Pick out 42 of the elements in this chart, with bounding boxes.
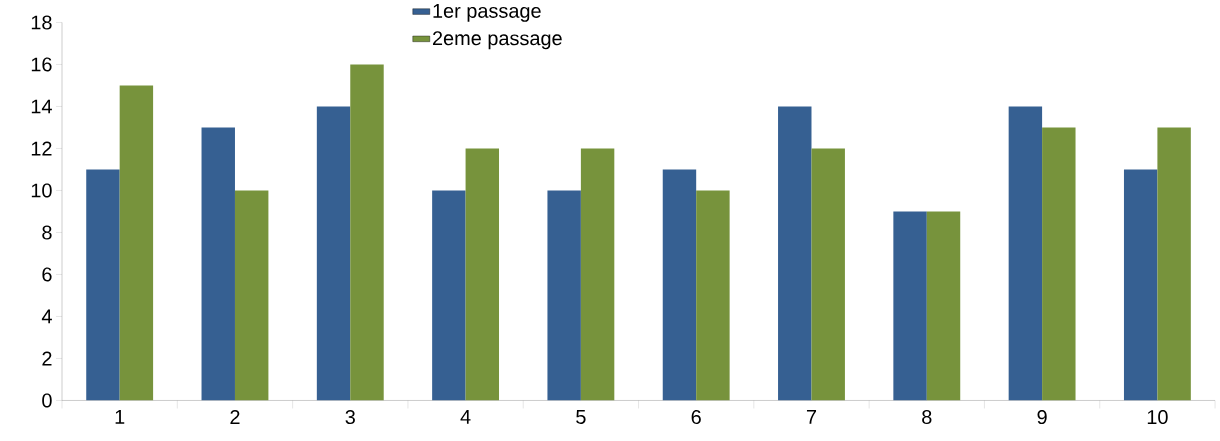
bar — [1123, 169, 1158, 401]
y-tick-label: 6 — [42, 267, 52, 282]
y-tick-label: 14 — [31, 99, 52, 114]
x-tick-label: 10 — [1147, 409, 1168, 424]
bar — [1008, 106, 1043, 401]
bar — [234, 190, 269, 401]
y-tick-label: 18 — [31, 15, 52, 30]
bar — [1157, 127, 1191, 401]
bar — [432, 190, 466, 401]
bar — [86, 169, 120, 401]
x-tick-label: 7 — [806, 409, 817, 424]
bar — [811, 148, 845, 401]
x-tick-label: 1 — [115, 409, 125, 424]
legend-label: 2eme passage — [432, 30, 562, 49]
y-tick-label: 8 — [42, 225, 52, 240]
bar — [316, 106, 351, 401]
y-tick-label: 4 — [41, 309, 52, 324]
x-tick-label: 5 — [576, 409, 586, 424]
bar — [1042, 127, 1076, 401]
bar — [580, 148, 615, 401]
bar — [778, 106, 812, 401]
x-tick-label: 6 — [691, 409, 701, 424]
x-tick-label: 2 — [230, 409, 240, 424]
bar — [119, 85, 154, 401]
bar — [547, 190, 581, 401]
y-tick-label: 16 — [31, 57, 52, 72]
bar — [926, 211, 961, 401]
bar — [350, 64, 384, 401]
y-tick-label: 12 — [31, 141, 52, 156]
x-tick-label: 3 — [345, 409, 355, 424]
bar — [662, 169, 697, 401]
x-tick-label: 4 — [460, 409, 471, 424]
legend-label: 1er passage — [433, 3, 541, 22]
x-tick-label: 9 — [1037, 409, 1047, 424]
y-tick-label: 0 — [42, 393, 52, 408]
bar — [465, 148, 500, 401]
bar — [893, 211, 927, 401]
y-tick-label: 2 — [42, 351, 52, 366]
y-tick-label: 10 — [31, 183, 52, 198]
bar — [696, 190, 730, 401]
x-tick-label: 8 — [922, 409, 932, 424]
bar — [201, 127, 235, 401]
